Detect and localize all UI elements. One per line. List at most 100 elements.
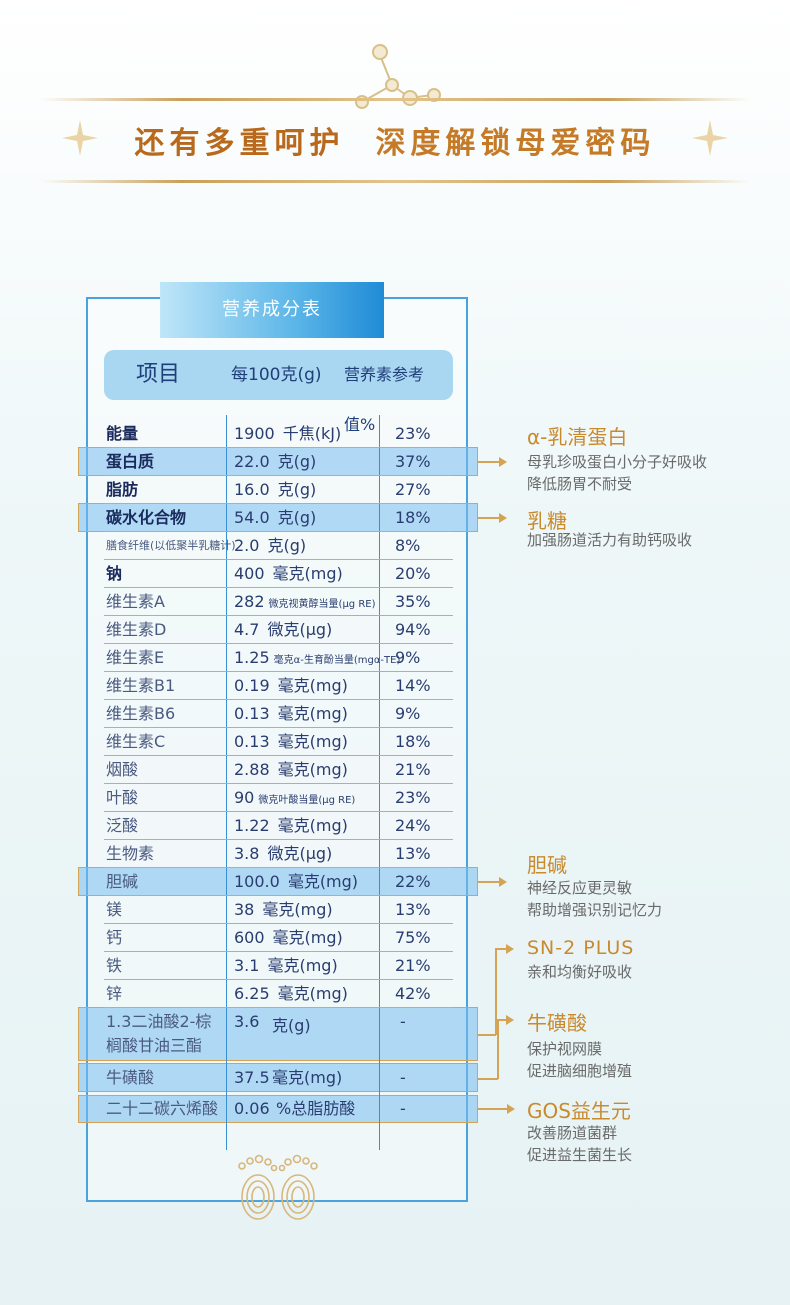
row-amount: 2.88 毫克(mg) <box>234 756 348 784</box>
row-unit: 微克视黄醇当量(μg RE) <box>268 599 376 610</box>
table-row-taurine: 牛磺酸 37.5 毫克(mg) - <box>104 1066 453 1092</box>
row-nrv: 20% <box>395 564 431 583</box>
row-name: 维生素B1 <box>106 676 176 695</box>
connector-line <box>495 948 507 950</box>
row-unit: 毫克(mg) <box>277 704 348 723</box>
sparkle-icon <box>692 120 728 156</box>
row-nrv: 13% <box>395 844 431 863</box>
row-name: 维生素B6 <box>106 704 176 723</box>
table-row: 维生素A 282 微克视黄醇当量(μg RE) 35% <box>104 588 453 616</box>
table-header: 项目 每100克(g) 营养素参考值% <box>104 350 453 434</box>
row-name: 维生素A <box>106 592 165 611</box>
row-nrv: 35% <box>395 592 431 611</box>
row-unit: 毫克(mg) <box>262 900 333 919</box>
row-nrv: 18% <box>395 732 431 751</box>
opo-amount: 3.6 <box>234 1012 260 1031</box>
table-row: 能量 1900 千焦(kJ) 23% <box>104 420 453 448</box>
row-unit: 千焦(kJ) <box>282 424 342 443</box>
row-nrv: 9% <box>395 648 421 667</box>
banner-bottom-line <box>40 180 750 183</box>
row-amount-value: 0.13 <box>234 732 270 751</box>
row-amount: 600 毫克(mg) <box>234 924 343 952</box>
row-amount-value: 282 <box>234 592 265 611</box>
row-amount: 400 毫克(mg) <box>234 560 343 588</box>
row-amount: 90 微克叶酸当量(μg RE) <box>234 784 355 815</box>
table-row: 叶酸 90 微克叶酸当量(μg RE) 23% <box>104 784 453 812</box>
row-unit: 毫克(mg) <box>267 956 338 975</box>
row-unit: 毫克(mg) <box>287 872 359 891</box>
row-unit: 克(g) <box>277 508 317 527</box>
taurine-name: 牛磺酸 <box>106 1068 155 1087</box>
row-amount-value: 2.0 <box>234 536 260 555</box>
headline-part1: 还有多重呵护 <box>134 126 345 161</box>
row-name: 维生素E <box>106 648 165 667</box>
page-headline: 还有多重呵护 深度解锁母爱密码 <box>0 118 790 162</box>
header-per100: 每100克(g) <box>231 365 322 385</box>
row-amount: 1.22 毫克(mg) <box>234 812 348 840</box>
header-banner: 还有多重呵护 深度解锁母爱密码 <box>0 0 790 230</box>
highlight-taurine <box>78 1063 478 1092</box>
taurine-nrv: - <box>400 1068 406 1087</box>
connector-line <box>497 1019 507 1021</box>
connector-line <box>478 1078 498 1080</box>
table-row: 脂肪 16.0 克(g) 27% <box>104 476 453 504</box>
row-name: 膳食纤维(以低聚半乳糖计) <box>106 539 236 552</box>
footprint-icon <box>238 1154 318 1220</box>
dha-name: 二十二碳六烯酸 <box>106 1099 219 1118</box>
row-amount-value: 16.0 <box>234 480 270 499</box>
annotation-gos-line2: 促进益生菌生长 <box>527 1146 633 1164</box>
table-row: 维生素B6 0.13 毫克(mg) 9% <box>104 700 453 728</box>
taurine-amount: 37.5 <box>234 1068 270 1087</box>
row-name: 能量 <box>106 424 139 443</box>
connector-line <box>478 881 500 883</box>
annotation-alpha-title: α-乳清蛋白 <box>527 425 628 449</box>
table-row: 锌 6.25 毫克(mg) 42% <box>104 980 453 1008</box>
table-row: 烟酸 2.88 毫克(mg) 21% <box>104 756 453 784</box>
table-title: 营养成分表 <box>160 282 384 338</box>
taurine-unit: 毫克(mg) <box>272 1068 343 1087</box>
row-name: 铁 <box>106 956 123 975</box>
sparkle-icon <box>62 120 98 156</box>
annotation-sn2-text: 亲和均衡好吸收 <box>527 963 633 981</box>
table-row: 钠 400 毫克(mg) 20% <box>104 560 453 588</box>
table-row: 泛酸 1.22 毫克(mg) 24% <box>104 812 453 840</box>
connector-line <box>495 948 497 1035</box>
row-unit: 克(g) <box>267 536 307 555</box>
banner-top-line <box>40 98 750 101</box>
annotation-alpha-line1: 母乳珍吸蛋白小分子好吸收 <box>527 453 708 471</box>
table-row-dha: 二十二碳六烯酸 0.06 %总脂肪酸 - <box>104 1097 453 1123</box>
connector-line <box>497 1019 499 1079</box>
annotation-taurine-line1: 保护视网膜 <box>527 1040 603 1058</box>
row-name: 维生素C <box>106 732 166 751</box>
table-row: 维生素B1 0.19 毫克(mg) 14% <box>104 672 453 700</box>
row-nrv: 14% <box>395 676 431 695</box>
row-name: 烟酸 <box>106 760 139 779</box>
row-nrv: 8% <box>395 536 421 555</box>
row-amount: 1900 千焦(kJ) <box>234 420 341 448</box>
row-unit: 毫克(mg) <box>277 984 348 1003</box>
row-unit: 毫克(mg) <box>277 732 348 751</box>
row-nrv: 27% <box>395 480 431 499</box>
row-amount: 22.0 克(g) <box>234 448 316 476</box>
row-amount-value: 22.0 <box>234 452 270 471</box>
row-name: 镁 <box>106 900 123 919</box>
row-name: 钙 <box>106 928 123 947</box>
table-row-opo: 1.3二油酸2-棕 榈酸甘油三酯 3.6 克(g) - <box>104 1010 453 1062</box>
connector-line <box>478 461 500 463</box>
headline-part2: 深度解锁母爱密码 <box>375 126 656 161</box>
row-name: 叶酸 <box>106 788 139 807</box>
row-nrv: 24% <box>395 816 431 835</box>
row-amount-value: 0.13 <box>234 704 270 723</box>
row-name: 蛋白质 <box>106 452 155 471</box>
annotation-taurine-line2: 促进脑细胞增殖 <box>527 1062 633 1080</box>
row-nrv: 21% <box>395 760 431 779</box>
table-row: 生物素 3.8 微克(μg) 13% <box>104 840 453 868</box>
arrow-icon <box>499 513 507 523</box>
dha-amount: 0.06 <box>234 1099 270 1118</box>
row-nrv: 42% <box>395 984 431 1003</box>
annotation-alpha-line2: 降低肠胃不耐受 <box>527 475 633 493</box>
row-nrv: 23% <box>395 788 431 807</box>
row-name: 泛酸 <box>106 816 139 835</box>
row-name: 胆碱 <box>106 872 139 891</box>
row-unit: 毫克(mg) <box>277 760 348 779</box>
